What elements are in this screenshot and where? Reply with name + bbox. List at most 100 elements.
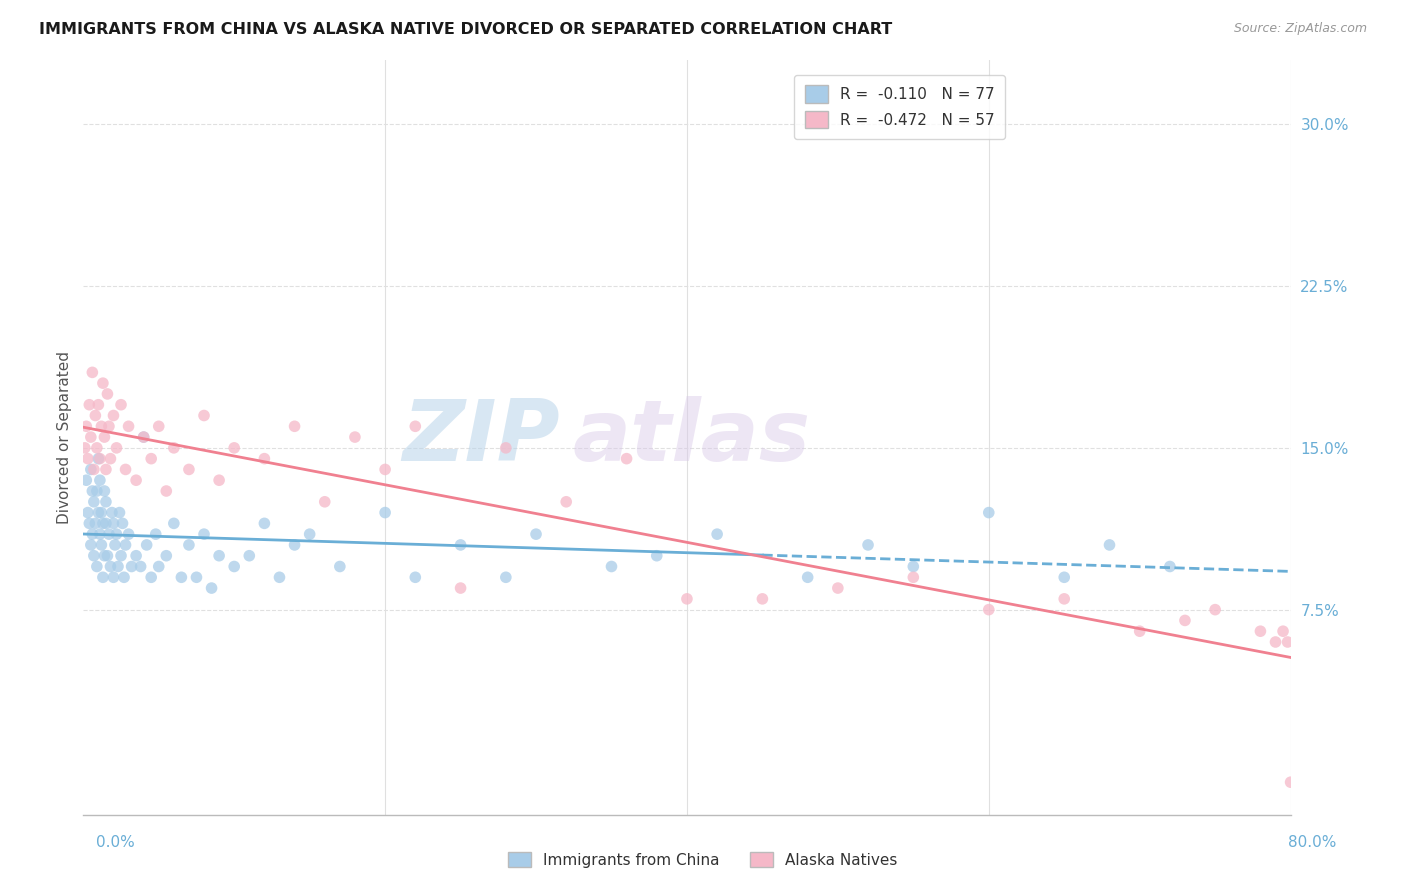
- Point: [374, 506, 396, 520]
- Point: [105, 527, 128, 541]
- Point: [108, 506, 131, 520]
- Point: [404, 570, 426, 584]
- Point: [186, 570, 208, 584]
- Point: [148, 559, 170, 574]
- Point: [89, 527, 111, 541]
- Point: [132, 430, 155, 444]
- Point: [110, 398, 132, 412]
- Point: [141, 451, 163, 466]
- Point: [100, 559, 122, 574]
- Point: [1129, 624, 1152, 639]
- Point: [155, 549, 177, 563]
- Text: ZIP: ZIP: [402, 395, 560, 479]
- Point: [706, 527, 728, 541]
- Point: [84, 516, 107, 531]
- Point: [73, 441, 96, 455]
- Point: [103, 409, 125, 423]
- Point: [83, 495, 105, 509]
- Point: [94, 495, 117, 509]
- Point: [87, 451, 110, 466]
- Point: [114, 462, 136, 476]
- Point: [155, 483, 177, 498]
- Point: [117, 527, 139, 541]
- Point: [796, 570, 818, 584]
- Point: [141, 570, 163, 584]
- Point: [90, 506, 112, 520]
- Point: [82, 483, 104, 498]
- Point: [495, 441, 517, 455]
- Point: [101, 506, 124, 520]
- Point: [269, 570, 291, 584]
- Point: [329, 559, 352, 574]
- Point: [177, 462, 200, 476]
- Point: [94, 462, 117, 476]
- Point: [93, 430, 115, 444]
- Legend: Immigrants from China, Alaska Natives: Immigrants from China, Alaska Natives: [502, 846, 904, 873]
- Point: [163, 516, 186, 531]
- Point: [117, 419, 139, 434]
- Point: [1279, 775, 1302, 789]
- Point: [87, 398, 110, 412]
- Point: [103, 516, 125, 531]
- Point: [1204, 602, 1226, 616]
- Point: [75, 419, 97, 434]
- Point: [112, 570, 135, 584]
- Point: [86, 483, 108, 498]
- Point: [600, 559, 623, 574]
- Point: [91, 376, 114, 391]
- Point: [374, 462, 396, 476]
- Point: [177, 538, 200, 552]
- Point: [495, 570, 517, 584]
- Legend: R =  -0.110   N = 77, R =  -0.472   N = 57: R = -0.110 N = 77, R = -0.472 N = 57: [794, 75, 1005, 139]
- Point: [284, 538, 307, 552]
- Point: [193, 409, 215, 423]
- Text: atlas: atlas: [572, 395, 810, 479]
- Point: [125, 549, 148, 563]
- Point: [76, 506, 98, 520]
- Text: 0.0%: 0.0%: [96, 836, 135, 850]
- Point: [111, 516, 134, 531]
- Point: [86, 559, 108, 574]
- Point: [104, 538, 127, 552]
- Point: [1272, 624, 1295, 639]
- Point: [110, 549, 132, 563]
- Point: [1053, 570, 1076, 584]
- Point: [555, 495, 578, 509]
- Point: [645, 549, 668, 563]
- Point: [87, 506, 110, 520]
- Point: [121, 559, 143, 574]
- Point: [125, 473, 148, 487]
- Point: [1277, 635, 1299, 649]
- Point: [224, 559, 246, 574]
- Point: [450, 581, 472, 595]
- Point: [148, 419, 170, 434]
- Point: [676, 591, 699, 606]
- Point: [977, 506, 1000, 520]
- Point: [1098, 538, 1121, 552]
- Point: [200, 581, 222, 595]
- Point: [97, 419, 120, 434]
- Point: [86, 441, 108, 455]
- Point: [253, 516, 276, 531]
- Point: [75, 473, 97, 487]
- Point: [145, 527, 167, 541]
- Point: [1159, 559, 1181, 574]
- Point: [1174, 614, 1197, 628]
- Y-axis label: Divorced or Separated: Divorced or Separated: [58, 351, 72, 524]
- Point: [79, 516, 101, 531]
- Point: [298, 527, 321, 541]
- Point: [114, 538, 136, 552]
- Point: [1249, 624, 1271, 639]
- Point: [83, 549, 105, 563]
- Point: [1053, 591, 1076, 606]
- Point: [903, 570, 925, 584]
- Point: [135, 538, 157, 552]
- Point: [90, 419, 112, 434]
- Point: [82, 365, 104, 379]
- Point: [170, 570, 193, 584]
- Point: [89, 473, 111, 487]
- Point: [856, 538, 879, 552]
- Point: [903, 559, 925, 574]
- Point: [80, 462, 103, 476]
- Point: [90, 538, 112, 552]
